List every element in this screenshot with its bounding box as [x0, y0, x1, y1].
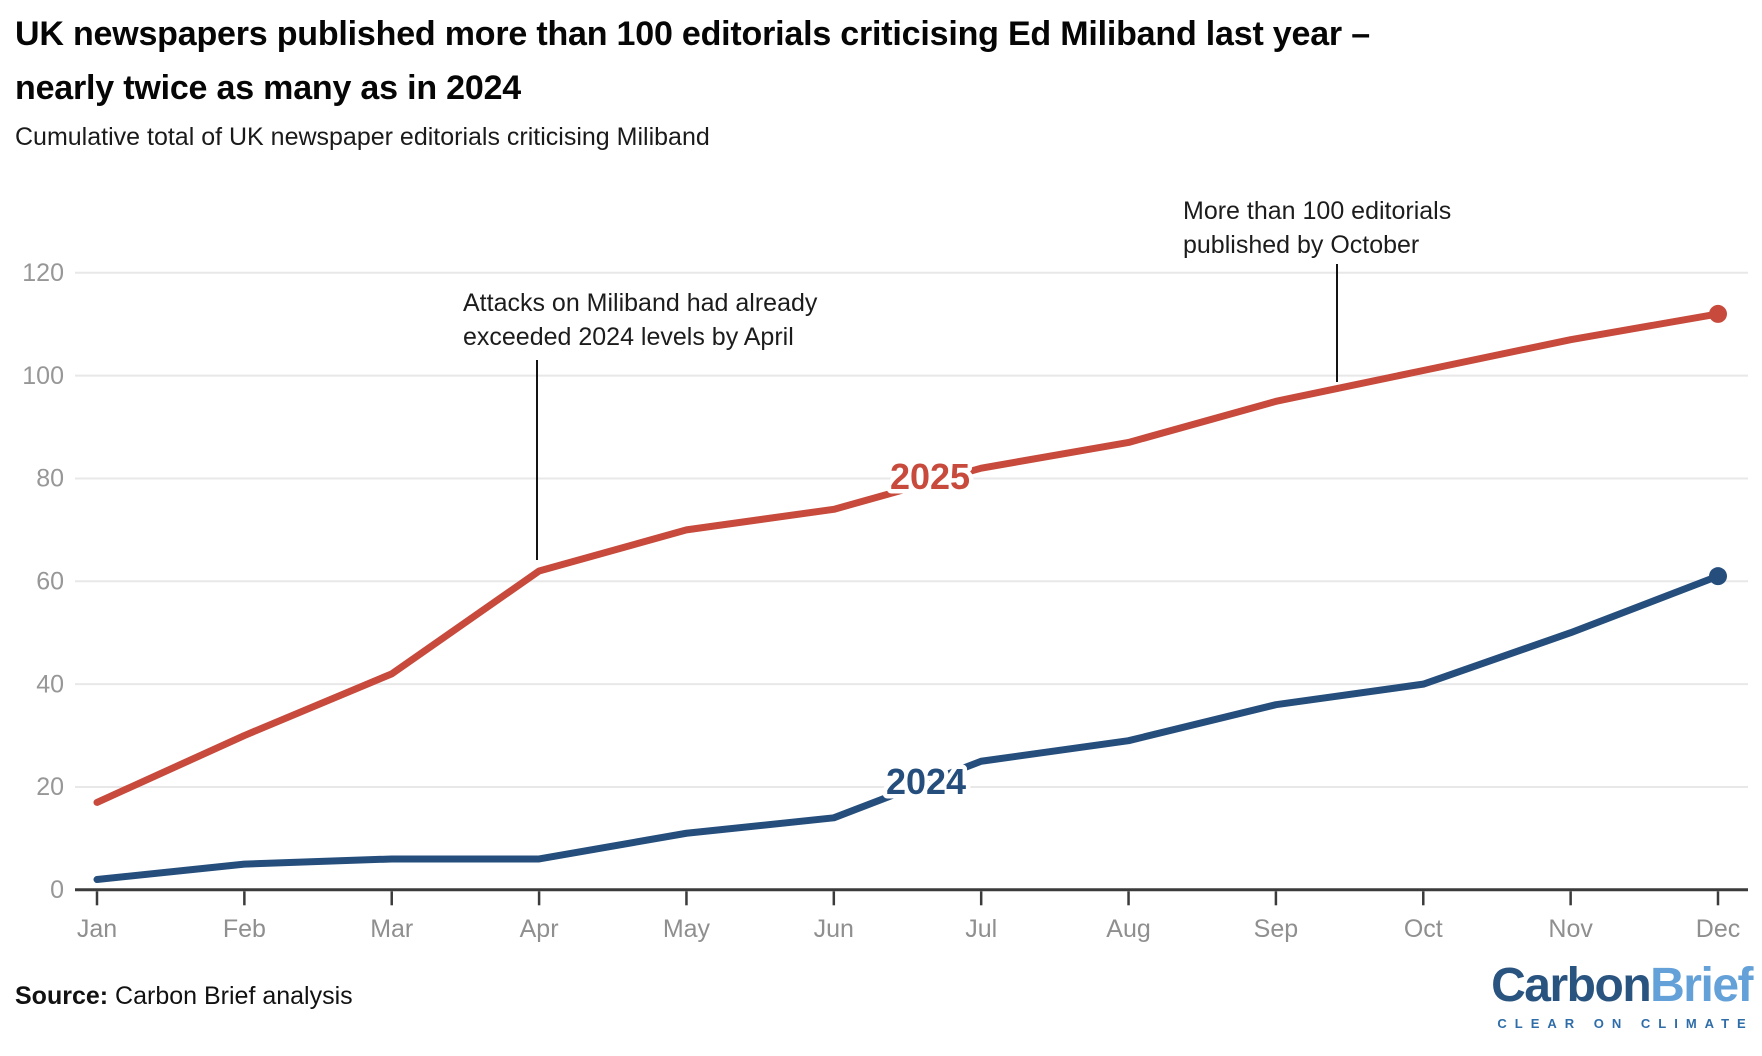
svg-text:Jul: Jul: [965, 915, 997, 943]
svg-text:Oct: Oct: [1404, 915, 1443, 943]
svg-text:100: 100: [22, 362, 64, 390]
series-label-2025: 2025: [890, 456, 970, 497]
svg-text:Dec: Dec: [1696, 915, 1740, 943]
carbonbrief-logo-wordmark: CarbonBrief: [1491, 959, 1753, 1013]
series-label-2024: 2024: [886, 761, 966, 802]
svg-text:Jan: Jan: [77, 915, 117, 943]
svg-text:May: May: [663, 915, 711, 943]
annotation-october-line1: More than 100 editorials: [1183, 197, 1451, 225]
gridlines: [75, 271, 1748, 788]
svg-text:Sep: Sep: [1254, 915, 1298, 943]
carbonbrief-logo: CarbonBrief CLEAR ON CLIMATE: [1491, 959, 1753, 1031]
svg-text:120: 120: [22, 259, 64, 287]
svg-text:40: 40: [36, 670, 64, 698]
svg-text:Nov: Nov: [1548, 915, 1593, 943]
chart-subtitle: Cumulative total of UK newspaper editori…: [15, 123, 710, 152]
svg-text:0: 0: [50, 876, 64, 904]
source-label: Source:: [15, 982, 109, 1010]
logo-word-carbon: Carbon: [1491, 959, 1652, 1012]
logo-word-brief: Brief: [1650, 959, 1753, 1012]
data-lines: [93, 304, 1727, 884]
chart-title: UK newspapers published more than 100 ed…: [15, 15, 1370, 107]
svg-text:80: 80: [36, 465, 64, 493]
svg-text:Jun: Jun: [814, 915, 854, 943]
annotation-april-line1: Attacks on Miliband had already: [463, 289, 818, 317]
annotation-april-line2: exceeded 2024 levels by April: [463, 323, 794, 351]
annotation-october-line2: published by October: [1183, 231, 1419, 259]
annotation-pointer-lines: [536, 264, 1338, 560]
x-axis-labels: Jan Feb Mar Apr May Jun Jul Aug Sep Oct Nov Dec: [77, 915, 1740, 943]
svg-text:Aug: Aug: [1106, 915, 1150, 943]
chart-header: UK newspapers published more than 100 ed…: [15, 8, 1495, 152]
svg-text:20: 20: [36, 773, 64, 801]
carbonbrief-logo-tagline: CLEAR ON CLIMATE: [1497, 1015, 1754, 1031]
svg-text:Apr: Apr: [520, 915, 559, 943]
svg-text:Feb: Feb: [223, 915, 266, 943]
svg-text:Mar: Mar: [370, 915, 413, 943]
y-axis-labels: 0 20 40 60 80 100 120: [22, 259, 64, 904]
svg-text:60: 60: [36, 568, 64, 596]
x-axis: [75, 888, 1748, 906]
source-text: Carbon Brief analysis: [108, 982, 353, 1010]
source-note: Source: Carbon Brief analysis: [15, 982, 353, 1011]
